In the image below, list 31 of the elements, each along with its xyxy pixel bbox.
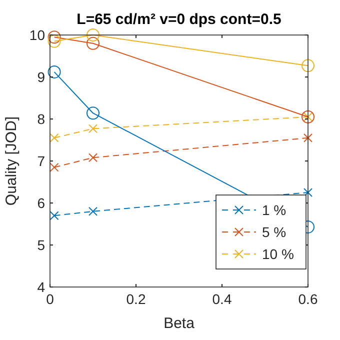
- point: [86, 28, 100, 42]
- point: [302, 59, 314, 72]
- point: [304, 133, 312, 142]
- chart-title: L=65 cd/m² v=0 dps cont=0.5: [76, 11, 282, 28]
- y-tick-label: 6: [37, 194, 46, 211]
- x-tick-label: 0.4: [212, 291, 232, 307]
- point: [50, 162, 59, 172]
- y-tick-label: 10: [29, 26, 46, 43]
- point: [88, 153, 98, 162]
- legend-label: 5 %: [262, 224, 286, 240]
- point: [48, 34, 61, 48]
- y-tick-label: 4: [37, 278, 46, 295]
- y-tick-label: 9: [37, 68, 46, 85]
- point: [48, 30, 61, 44]
- point: [88, 124, 98, 134]
- x-tick-label: 0.6: [298, 291, 318, 307]
- y-axis-title: Quality [JOD]: [3, 116, 20, 206]
- y-tick-label: 8: [37, 110, 46, 127]
- legend-label: 1 %: [262, 202, 286, 218]
- point: [50, 133, 59, 142]
- x-axis-title: Beta: [164, 315, 196, 332]
- point: [86, 106, 100, 120]
- point: [86, 36, 100, 50]
- y-tick-label: 5: [37, 236, 46, 253]
- x-tick-label: 0: [46, 291, 54, 307]
- x-tick-label: 0.2: [126, 291, 146, 307]
- point: [88, 206, 98, 216]
- legend-label: 10 %: [262, 246, 294, 262]
- point: [48, 65, 61, 78]
- y-tick-label: 7: [37, 152, 46, 169]
- point: [50, 211, 59, 220]
